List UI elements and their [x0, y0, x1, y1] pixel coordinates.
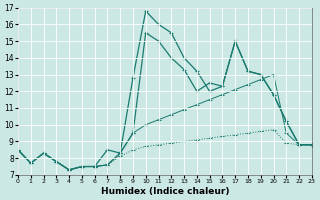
X-axis label: Humidex (Indice chaleur): Humidex (Indice chaleur) [101, 187, 229, 196]
